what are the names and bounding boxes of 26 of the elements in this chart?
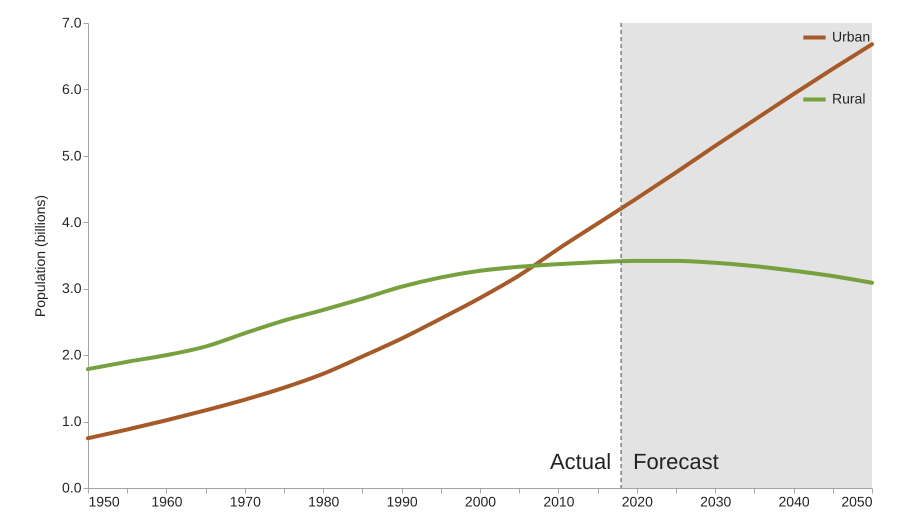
y-tick-label: 5.0 — [62, 147, 82, 164]
x-tick-label: 1970 — [230, 494, 262, 510]
x-tick-label: 2020 — [622, 494, 654, 510]
x-tick-label: 1980 — [308, 494, 340, 510]
line-series — [86, 258, 874, 372]
x-tick-label: 2050 — [841, 494, 873, 510]
y-tick-label: 1.0 — [62, 413, 82, 430]
y-tick-label: 6.0 — [62, 80, 82, 97]
band-label: Forecast — [633, 449, 719, 474]
x-tick-label: 2000 — [464, 494, 496, 510]
y-axis-title: Population (billions) — [32, 194, 48, 318]
x-tick-label: 1960 — [151, 494, 183, 510]
y-tick-label: 7.0 — [62, 14, 82, 30]
legend-label: Urban — [832, 28, 870, 44]
x-tick-label: 2010 — [543, 494, 575, 510]
x-tick-label: 2040 — [778, 494, 810, 510]
legend-label: Rural — [832, 90, 866, 106]
y-tick-label: 3.0 — [62, 280, 82, 296]
y-tick-label: 0.0 — [62, 480, 82, 496]
x-tick-label: 1950 — [88, 494, 120, 510]
x-tick-label: 2030 — [700, 494, 732, 510]
line-series — [86, 42, 874, 440]
y-tick-label: 4.0 — [62, 214, 82, 230]
y-tick-label: 2.0 — [62, 346, 82, 363]
ref-line-label: Actual — [550, 449, 612, 474]
x-tick-label: 1990 — [386, 494, 418, 510]
